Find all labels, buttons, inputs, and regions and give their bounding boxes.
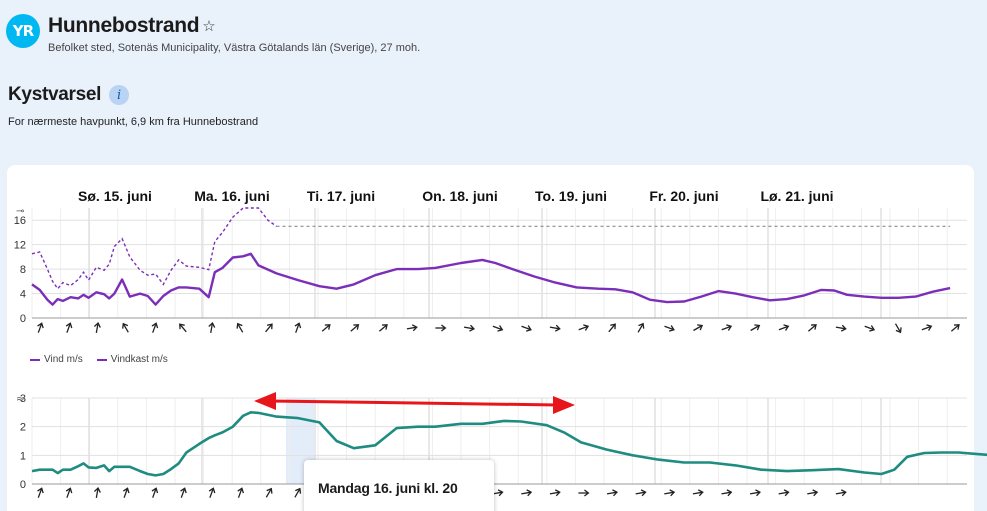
wind-direction-arrow-icon xyxy=(463,324,475,332)
wind-direction-arrow-icon xyxy=(122,322,129,333)
wave-direction-arrow-icon xyxy=(208,487,216,498)
chart-legend: Vind m/s Vindkast m/s xyxy=(30,354,168,365)
location-header: YR Hunnebostrand ☆ Befolket sted, Sotenä… xyxy=(6,14,420,54)
wind-ytick-label: 12 xyxy=(14,240,26,252)
wind-direction-arrow-icon xyxy=(208,322,216,334)
place-title: Hunnebostrand xyxy=(48,14,200,37)
wave-direction-arrow-icon xyxy=(721,489,733,497)
wind-direction-arrow-icon xyxy=(664,325,675,332)
wave-direction-arrow-icon xyxy=(578,489,590,497)
wave-axis-icon: ≈ xyxy=(16,394,24,405)
day-label: Ti. 17. juni xyxy=(307,188,375,204)
legend-wind-label: Vind m/s xyxy=(44,354,83,365)
section-title: Kystvarsel xyxy=(8,84,102,105)
wind-direction-arrow-icon xyxy=(37,322,44,333)
wave-direction-arrow-icon xyxy=(492,489,504,497)
wind-direction-arrow-icon xyxy=(608,323,616,333)
wind-direction-arrow-icon xyxy=(637,322,645,333)
wind-direction-arrow-icon xyxy=(406,324,418,332)
wind-direction-arrow-icon xyxy=(521,325,532,332)
wind-direction-arrow-icon xyxy=(294,322,302,333)
wave-direction-arrow-icon xyxy=(237,487,244,498)
legend-solid-line-icon xyxy=(30,358,40,361)
wind-direction-arrow-icon xyxy=(894,323,902,334)
wind-direction-arrow-icon xyxy=(578,324,590,331)
day-label: Fr. 20. juni xyxy=(649,188,718,204)
wave-direction-arrow-icon xyxy=(151,487,159,498)
wave-direction-arrow-icon xyxy=(606,489,618,497)
legend-dashed-line-icon xyxy=(96,358,107,361)
wave-ytick-label: 3 xyxy=(20,393,26,405)
wave-direction-arrow-icon xyxy=(692,489,704,497)
wind-direction-arrow-icon xyxy=(950,324,960,332)
yr-logo[interactable]: YR xyxy=(6,14,40,48)
wave-direction-arrow-icon xyxy=(807,489,819,497)
wave-direction-arrow-icon xyxy=(549,489,561,497)
wave-direction-arrow-icon xyxy=(778,489,790,497)
wave-direction-arrow-icon xyxy=(294,487,302,498)
annotation-arrowhead-right xyxy=(553,396,575,414)
wave-direction-arrow-icon xyxy=(265,487,273,498)
legend-item-gust[interactable]: Vindkast m/s xyxy=(96,354,168,365)
wind-direction-arrow-icon xyxy=(65,322,73,333)
wave-direction-arrow-icon xyxy=(521,489,533,497)
wave-direction-arrow-icon xyxy=(835,489,847,497)
wind-direction-arrow-icon xyxy=(778,324,790,331)
section-header: Kystvarsel i xyxy=(8,84,130,106)
wave-direction-arrow-icon xyxy=(664,489,676,497)
wind-ytick-label: 8 xyxy=(20,264,26,276)
day-label: Ma. 16. juni xyxy=(194,188,269,204)
wind-direction-arrow-icon xyxy=(721,324,733,331)
day-label: Lø. 21. juni xyxy=(760,188,833,204)
day-label: To. 19. juni xyxy=(535,188,607,204)
wind-direction-arrow-icon xyxy=(265,323,273,333)
legend-gust-label: Vindkast m/s xyxy=(110,354,168,365)
wind-direction-arrow-icon xyxy=(807,324,817,332)
wind-direction-arrow-icon xyxy=(921,324,933,331)
tooltip: Mandag 16. juni kl. 20 xyxy=(304,460,494,511)
wave-series-line xyxy=(31,411,987,477)
wind-direction-arrow-icon xyxy=(750,324,761,332)
wave-direction-arrow-icon xyxy=(122,487,130,498)
section-subtitle: For nærmeste havpunkt, 6,9 km fra Hunneb… xyxy=(8,116,259,128)
wind-direction-arrow-icon xyxy=(179,323,187,333)
wind-direction-arrow-icon xyxy=(151,322,159,333)
wave-direction-arrow-icon xyxy=(93,487,101,499)
wind-ytick-label: 16 xyxy=(14,215,26,227)
day-label: On. 18. juni xyxy=(422,188,497,204)
wind-series-line xyxy=(31,252,951,306)
wave-ytick-label: 1 xyxy=(20,450,26,462)
wind-direction-arrow-icon xyxy=(350,324,360,332)
day-label: Sø. 15. juni xyxy=(78,188,152,204)
wave-direction-arrow-icon xyxy=(635,489,647,497)
wind-direction-arrow-icon xyxy=(236,322,244,333)
wind-direction-arrow-icon xyxy=(378,324,388,332)
wind-direction-arrow-icon xyxy=(835,324,847,332)
annotation-arrowhead-left xyxy=(254,392,276,410)
forecast-card xyxy=(7,165,974,511)
wave-direction-arrow-icon xyxy=(749,489,761,497)
wind-axis-icon: ⊸ xyxy=(16,206,24,217)
annotation-arrow-shaft xyxy=(269,399,559,407)
wind-ytick-label: 4 xyxy=(20,289,26,301)
wave-ytick-label: 2 xyxy=(20,422,26,434)
favorite-star-icon[interactable]: ☆ xyxy=(202,18,216,35)
wind-direction-arrow-icon xyxy=(321,324,331,332)
wind-direction-arrow-icon xyxy=(549,324,561,332)
wave-direction-arrow-icon xyxy=(65,487,73,498)
wave-direction-arrow-icon xyxy=(180,487,187,498)
info-icon[interactable]: i xyxy=(109,85,130,105)
wind-ytick-label: 0 xyxy=(20,313,26,325)
wind-direction-arrow-icon xyxy=(864,325,876,332)
wave-direction-arrow-icon xyxy=(37,487,44,498)
wind-direction-arrow-icon xyxy=(693,324,704,332)
wave-ytick-label: 0 xyxy=(20,479,26,491)
legend-item-wind[interactable]: Vind m/s xyxy=(30,354,83,365)
wind-direction-arrow-icon xyxy=(435,324,447,332)
wind-direction-arrow-icon xyxy=(492,325,504,332)
wind-direction-arrow-icon xyxy=(93,322,101,334)
place-subtitle: Befolket sted, Sotenäs Municipality, Väs… xyxy=(48,42,421,54)
